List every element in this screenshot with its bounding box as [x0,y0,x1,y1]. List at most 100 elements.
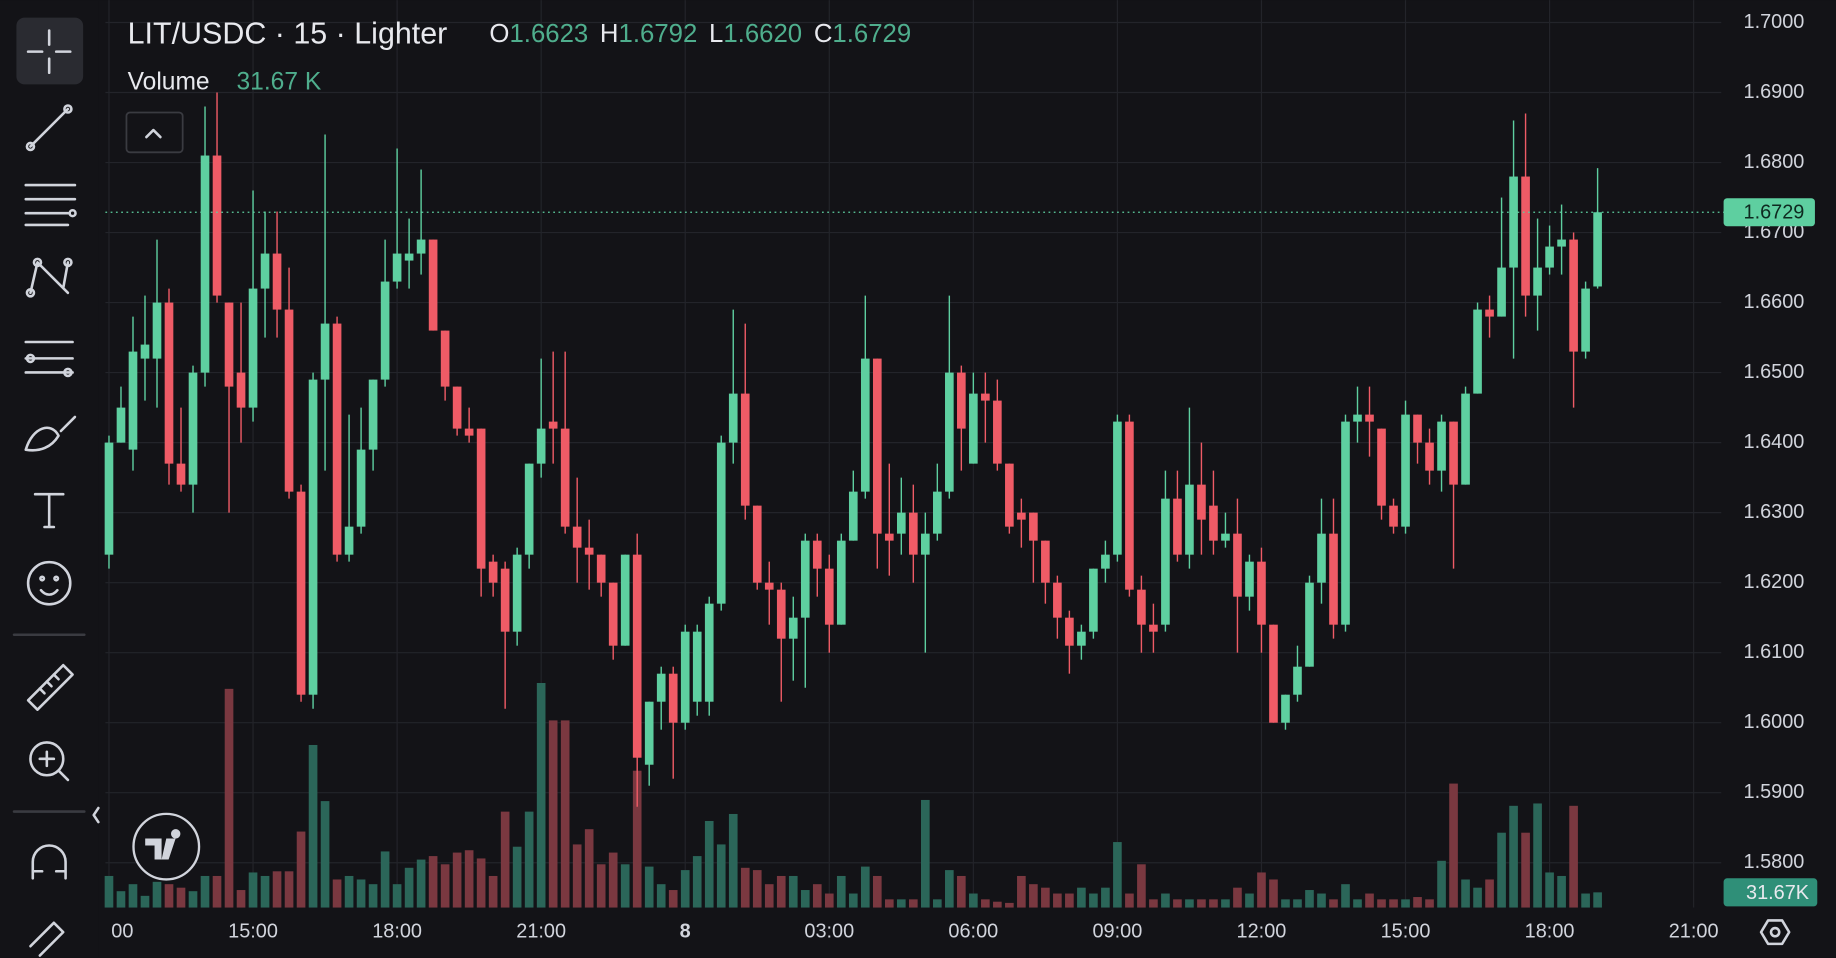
candle-body [128,351,138,450]
volume-bar [860,866,870,908]
volume-bar [584,829,594,908]
candle-body [1149,624,1158,632]
y-tick-label: 1.5900 [1744,781,1805,803]
candle-body [800,540,810,618]
candle-body [1509,176,1518,268]
candle-body [140,344,150,359]
settings-icon[interactable] [1759,919,1791,946]
candle-body [1257,561,1266,625]
candle-body [908,512,918,555]
volume-bar [152,881,162,908]
toolbar-icons [12,29,100,957]
candle-body [1581,288,1590,352]
volume-bar [1137,864,1146,908]
x-tick-label: 8 [680,920,691,942]
volume-bar [464,850,474,908]
volume-bar [668,890,678,908]
volume-bar [1257,872,1266,908]
candle-body [1389,505,1398,527]
logo-mark [145,829,181,860]
candle-body [957,372,966,429]
y-tick-label: 1.6600 [1744,291,1805,313]
volume-bar [560,720,570,908]
volume-bar [776,875,786,908]
volume-bar [428,856,438,908]
volume-bar [812,884,822,908]
candle-body [1365,414,1374,422]
volume-bar [764,884,774,908]
candle-body [212,155,222,296]
volume-bar [500,811,510,908]
candle-body [392,253,402,282]
volume-bar [1077,887,1086,908]
volume-bar [1413,897,1422,908]
candle-body [416,239,426,254]
volume-bar [284,871,294,908]
volume-bar [536,682,546,908]
volume-bar [704,820,714,908]
volume-bar [344,875,354,908]
candle-body [656,673,666,702]
y-tick-label: 1.6500 [1744,361,1805,383]
candle-body [1101,554,1110,569]
volume-bar [716,844,726,908]
candle-body [560,428,570,527]
volume-bar [1377,899,1386,908]
volume-bar [1161,893,1170,908]
candle-body [824,568,834,625]
volume-bar [752,870,762,908]
volume-bar [1005,902,1014,908]
volume-bar [981,899,990,908]
volume-bar [1317,893,1326,908]
candle-body [1077,631,1086,646]
candle-body [320,323,330,380]
candle-body [188,372,198,485]
volume-bar [1113,842,1122,908]
volume-bar [404,867,414,908]
volume-bar [1389,899,1398,908]
candle-body [644,701,654,765]
volume-bar [476,858,486,908]
candle-body [716,442,726,604]
volume-pane [104,682,1602,908]
candle-body [1293,666,1302,695]
volume-bar [884,899,894,908]
candle-body [476,428,486,569]
crosshair-tool[interactable] [16,17,84,85]
volume-bar [1053,893,1062,908]
volume-bar [392,884,402,908]
volume-bar [524,811,534,908]
candle-body [1377,428,1386,506]
candle-body [284,309,294,492]
volume-bar [1581,893,1590,908]
candle-body [1353,414,1362,422]
candle-body [1461,393,1470,485]
volume-bar [272,871,282,908]
volume-bar [1149,899,1158,908]
ohlc-name: O [489,20,509,48]
volume-bar [1101,887,1110,908]
candle-body [668,673,678,723]
volume-title: Volume [128,69,210,96]
volume-bar [644,866,654,908]
price-badge-label: 1.6729 [1744,202,1805,224]
volume-bar [1185,899,1194,908]
candle-body [368,379,378,450]
candle-body [764,582,774,590]
candle-body [1245,561,1254,597]
volume-bar [1569,805,1578,908]
volume-bar [740,867,750,908]
candle-body [1161,498,1170,625]
candle-body [884,533,894,541]
candle-body [812,540,822,569]
candle-body [1041,540,1050,583]
volume-bar [260,875,270,908]
volume-bar [836,875,846,908]
x-tick-label: 03:00 [804,920,854,942]
volume-bar [1197,899,1206,908]
candle-body [1137,589,1146,625]
candle-body [1185,484,1194,555]
volume-bar [788,875,798,908]
candle-body [428,239,438,331]
